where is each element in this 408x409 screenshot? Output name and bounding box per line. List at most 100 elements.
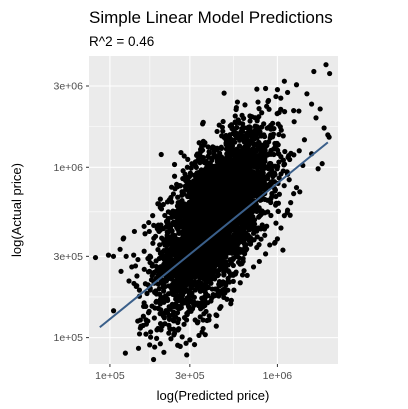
data-point — [122, 350, 128, 356]
data-point — [182, 243, 189, 249]
data-point — [183, 279, 189, 285]
data-point — [275, 163, 281, 170]
data-point — [161, 257, 167, 263]
data-point — [213, 312, 219, 318]
data-point — [213, 323, 219, 329]
data-point — [296, 108, 302, 114]
data-point — [267, 242, 273, 248]
data-point — [196, 251, 202, 258]
data-point — [172, 186, 178, 192]
data-point — [239, 126, 245, 132]
data-point — [280, 168, 286, 174]
data-point — [129, 264, 135, 270]
data-point — [161, 315, 167, 321]
data-point — [203, 256, 209, 263]
data-point — [297, 189, 303, 195]
data-point — [152, 233, 159, 239]
data-point — [207, 265, 213, 271]
data-point — [304, 91, 310, 97]
data-point — [233, 104, 239, 111]
chart-subtitle: R^2 = 0.46 — [89, 34, 154, 49]
data-point — [284, 207, 291, 213]
data-point — [197, 200, 203, 206]
data-point — [184, 164, 190, 170]
data-point — [240, 169, 246, 175]
data-point — [287, 212, 293, 218]
data-point — [191, 270, 198, 277]
data-point — [149, 261, 155, 267]
data-point — [149, 303, 155, 309]
data-point — [200, 325, 206, 332]
data-point — [241, 251, 248, 257]
data-point — [280, 247, 286, 253]
data-point — [208, 164, 214, 171]
data-point — [144, 290, 150, 297]
data-point — [166, 322, 172, 328]
data-point — [282, 148, 288, 155]
data-point — [223, 140, 229, 146]
x-tick-label: 3e+05 — [175, 370, 205, 382]
data-point — [215, 254, 221, 261]
data-point — [232, 271, 239, 277]
data-point — [155, 247, 161, 253]
data-point — [171, 173, 178, 179]
data-point — [238, 247, 244, 253]
data-point — [163, 218, 170, 224]
data-point — [251, 217, 258, 223]
data-point — [228, 301, 234, 307]
data-point — [126, 278, 132, 284]
data-point — [244, 130, 250, 136]
data-point — [135, 256, 141, 263]
data-point — [257, 207, 263, 213]
data-point — [184, 311, 190, 318]
data-point — [259, 124, 265, 130]
data-point — [296, 148, 302, 154]
data-point — [288, 150, 294, 156]
data-point — [183, 300, 190, 306]
data-point — [262, 251, 269, 257]
data-point — [207, 191, 213, 197]
data-point — [220, 128, 226, 134]
data-point — [257, 178, 264, 184]
data-point — [221, 204, 228, 210]
data-point — [232, 193, 238, 199]
data-point — [197, 230, 203, 236]
data-point — [155, 306, 162, 312]
data-point — [167, 196, 174, 202]
data-point — [157, 204, 163, 211]
data-point — [178, 243, 184, 249]
data-point — [160, 237, 167, 243]
data-point — [168, 336, 174, 342]
data-point — [154, 225, 160, 232]
data-point — [170, 291, 176, 297]
data-point — [174, 276, 181, 282]
y-tick-label: 3e+05 — [54, 251, 84, 263]
x-axis-title: log(Predicted price) — [157, 388, 270, 403]
data-point — [214, 236, 220, 243]
data-point — [257, 129, 263, 135]
data-point — [146, 268, 153, 274]
y-tick-label: 3e+06 — [54, 80, 84, 92]
data-point — [273, 202, 279, 208]
data-point — [268, 199, 274, 206]
data-point — [242, 177, 248, 183]
data-point — [301, 137, 308, 143]
data-point — [266, 139, 272, 145]
fit-line-layer — [99, 141, 329, 329]
data-point — [117, 246, 123, 252]
data-point — [171, 318, 177, 324]
data-point — [167, 306, 173, 312]
data-point — [219, 170, 225, 176]
data-point — [293, 82, 300, 88]
data-point — [120, 236, 126, 242]
data-point — [143, 331, 149, 337]
data-point — [238, 224, 244, 230]
data-point — [208, 255, 214, 261]
data-point — [131, 228, 137, 235]
data-point — [238, 133, 244, 139]
data-point — [274, 236, 281, 242]
data-point — [262, 210, 268, 216]
data-point — [313, 115, 319, 121]
data-point — [231, 159, 237, 165]
data-point — [268, 165, 274, 171]
